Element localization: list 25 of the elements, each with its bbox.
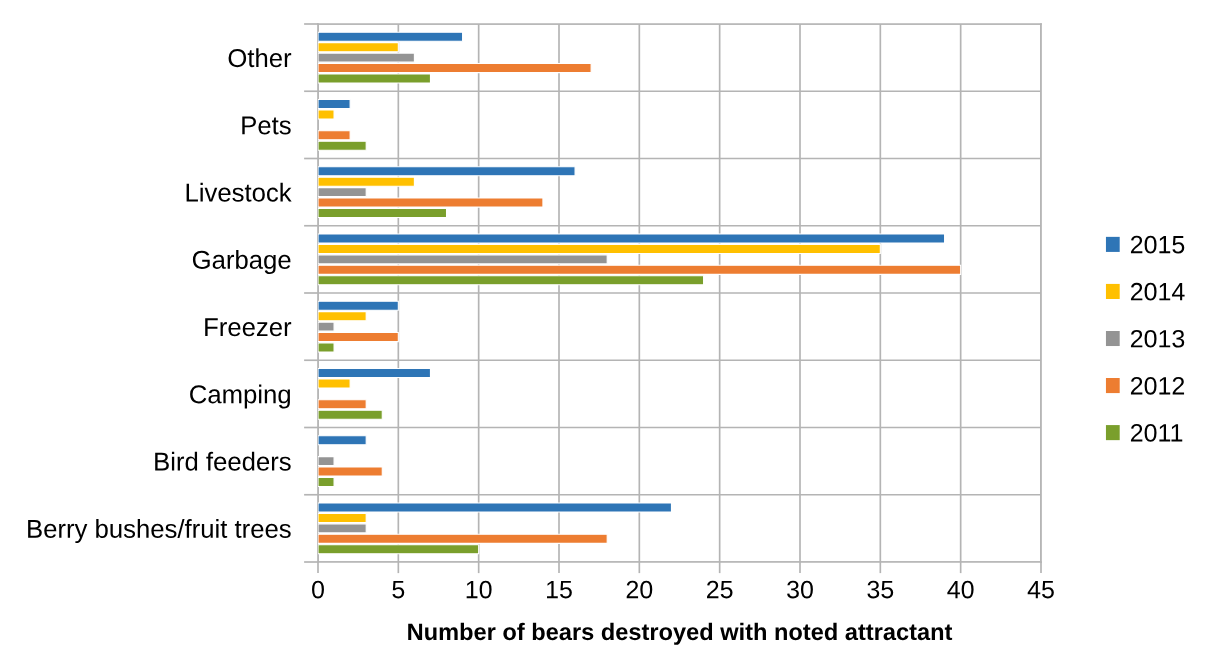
x-tick-label: 30 [787, 580, 813, 599]
y-tick-label: Other [228, 48, 292, 68]
y-tick-label: Pets [242, 116, 291, 135]
x-tick-label: 0 [312, 580, 324, 599]
legend-label: 2014 [1130, 282, 1185, 301]
y-tick-label: Camping [190, 384, 290, 409]
y-tick-label: Bird feeders [155, 451, 291, 471]
x-tick-label: 40 [947, 580, 974, 599]
x-tick-label: 45 [1027, 580, 1054, 599]
y-tick-label: Berry bushes/fruit trees [28, 519, 291, 544]
legend-label: 2015 [1130, 235, 1185, 254]
x-tick-label: 35 [867, 580, 894, 599]
bar [318, 435, 367, 446]
y-tick-label: Freezer [205, 318, 292, 337]
x-tick-label: 5 [392, 580, 405, 599]
y-tick-label: Garbage [192, 250, 291, 275]
x-tick-label: 25 [707, 580, 733, 599]
legend-label: 2013 [1130, 329, 1185, 348]
x-tick-label: 15 [547, 580, 572, 599]
x-axis-title: Number of bears destroyed with noted attractant [408, 622, 953, 645]
x-tick-label: 10 [466, 580, 492, 599]
y-tick-label: Livestock [186, 182, 292, 202]
legend-label: 2012 [1130, 376, 1185, 395]
legend-label: 2011 [1130, 424, 1183, 442]
x-tick-label: 20 [626, 580, 653, 599]
